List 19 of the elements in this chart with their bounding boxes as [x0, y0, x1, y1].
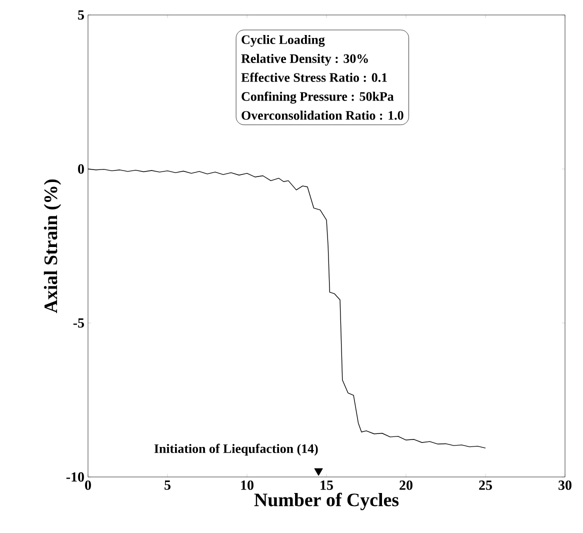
annotation: Effective Stress Ratio : 0.1: [241, 72, 387, 82]
x-tick-label: 5: [164, 480, 170, 490]
annotation: Cyclic Loading: [242, 34, 325, 47]
y-tick-label: -5: [73, 318, 84, 328]
x-tick-label: 15: [320, 480, 333, 490]
x-tick-label: 25: [479, 480, 492, 490]
y-tick-label: 5: [78, 10, 84, 20]
x-tick-label: 20: [400, 480, 412, 490]
y-tick-label: 0: [78, 164, 84, 174]
y-tick-label: -10: [66, 472, 84, 482]
x-tick-label: 30: [558, 480, 572, 490]
annotation: Confining Pressure : 50kPa: [242, 92, 394, 104]
series-label: Initiation of Liequfaction (14): [154, 444, 318, 456]
y-axis-title: Axial Strain (%): [44, 180, 62, 314]
x-tick-label: 10: [241, 480, 254, 490]
x-tick-label: 0: [85, 480, 91, 490]
annotation: Relative Density : 30%: [241, 54, 368, 66]
x-axis-title: Number of Cycles: [254, 492, 399, 510]
annotation: Overconsolidation Ratio : 1.0: [242, 110, 404, 120]
